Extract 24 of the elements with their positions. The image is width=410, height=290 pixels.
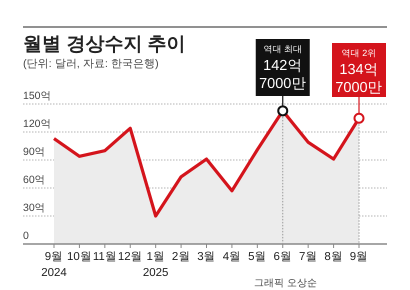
x-tick-label: 6월 — [274, 251, 292, 263]
x-tick-label: 3월 — [197, 251, 216, 263]
x-tick-label: 7월 — [298, 251, 318, 263]
x-tick-label: 1월 2025 — [142, 251, 168, 279]
x-tick-label: 9월 — [350, 251, 368, 263]
x-tick-label: 12월 — [118, 251, 143, 263]
x-tick-label: 11월 — [92, 251, 117, 263]
x-tick-label: 2월 — [172, 251, 190, 263]
text: 그래픽 오상순 — [254, 278, 317, 289]
y-tick-label: 30억 — [23, 202, 46, 214]
annotation: 역대 최대 142억 7000만 — [259, 44, 306, 92]
x-tick-label: 5월 — [248, 251, 267, 263]
x-tick-label: 8월 — [324, 251, 343, 263]
y-tick-label: 150억 — [23, 90, 52, 102]
chart-title: 월별 경상수지 추이 — [23, 34, 186, 55]
y-tick-label: 0 — [23, 230, 29, 242]
x-tick-label: 10월 — [67, 251, 92, 263]
annotation: 역대 2위 134억 7000만 — [335, 48, 383, 96]
y-tick-label: 90억 — [23, 146, 46, 158]
y-tick-label: 120억 — [23, 118, 52, 130]
y-tick-label: 60억 — [23, 174, 46, 186]
x-tick-label: 9월 2024 — [41, 251, 68, 279]
x-tick-label: 4월 — [222, 251, 242, 263]
chart-subtitle: (단위: 달러, 자료: 한국은행) — [23, 58, 159, 70]
